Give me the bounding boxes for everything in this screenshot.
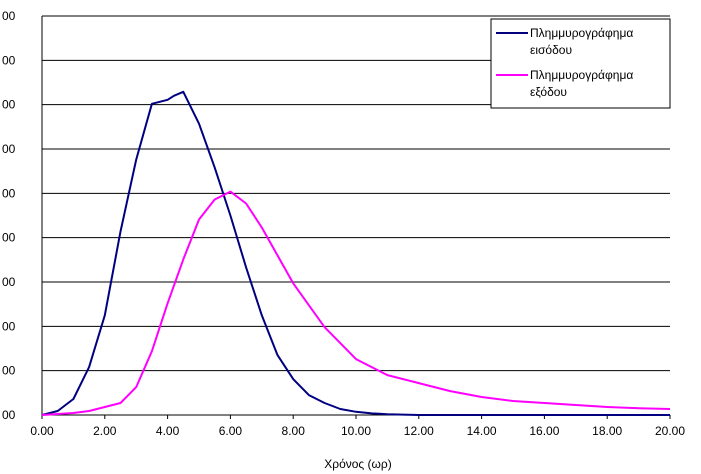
y-tick-label: 00: [2, 319, 16, 333]
x-tick-label: 8.00: [282, 424, 306, 438]
y-axis-ticks: 00 00 00 00 00 00 00 00 00 00: [2, 9, 16, 422]
x-tick-label: 4.00: [156, 424, 180, 438]
legend-label: Πλημμυρογράφημα: [530, 68, 633, 82]
legend-label: εισόδου: [530, 43, 572, 57]
x-tick-label: 16.00: [529, 424, 559, 438]
y-tick-label: 00: [2, 408, 16, 422]
gridlines: [41, 15, 670, 416]
y-tick-label: 00: [2, 53, 16, 67]
x-tick-label: 20.00: [655, 424, 685, 438]
series-lines: [41, 90, 671, 416]
x-axis-ticks: 0.00 2.00 4.00 6.00 8.00 10.00 12.00 14.00 16.00…: [30, 415, 685, 438]
x-axis-title: Χρόνος (ωρ): [324, 457, 391, 471]
y-tick-label: 00: [2, 142, 16, 156]
x-tick-label: 18.00: [592, 424, 622, 438]
legend: Πλημμυρογράφημα εισόδου Πλημμυρογράφημα εξό…: [490, 18, 671, 109]
y-tick-label: 00: [2, 275, 16, 289]
x-tick-label: 14.00: [467, 424, 497, 438]
y-tick-label: 00: [2, 231, 16, 245]
legend-label: εξόδου: [530, 85, 567, 99]
x-tick-label: 0.00: [30, 424, 54, 438]
x-tick-label: 12.00: [404, 424, 434, 438]
y-tick-label: 00: [2, 98, 16, 112]
series-line-2: [41, 190, 671, 416]
series-line-1: [41, 90, 670, 416]
y-tick-label: 00: [2, 9, 16, 23]
legend-label: Πλημμυρογράφημα: [530, 26, 633, 40]
y-tick-label: 00: [2, 364, 16, 378]
x-tick-label: 10.00: [341, 424, 371, 438]
x-tick-label: 6.00: [219, 424, 243, 438]
y-tick-label: 00: [2, 186, 16, 200]
x-tick-label: 2.00: [93, 424, 117, 438]
